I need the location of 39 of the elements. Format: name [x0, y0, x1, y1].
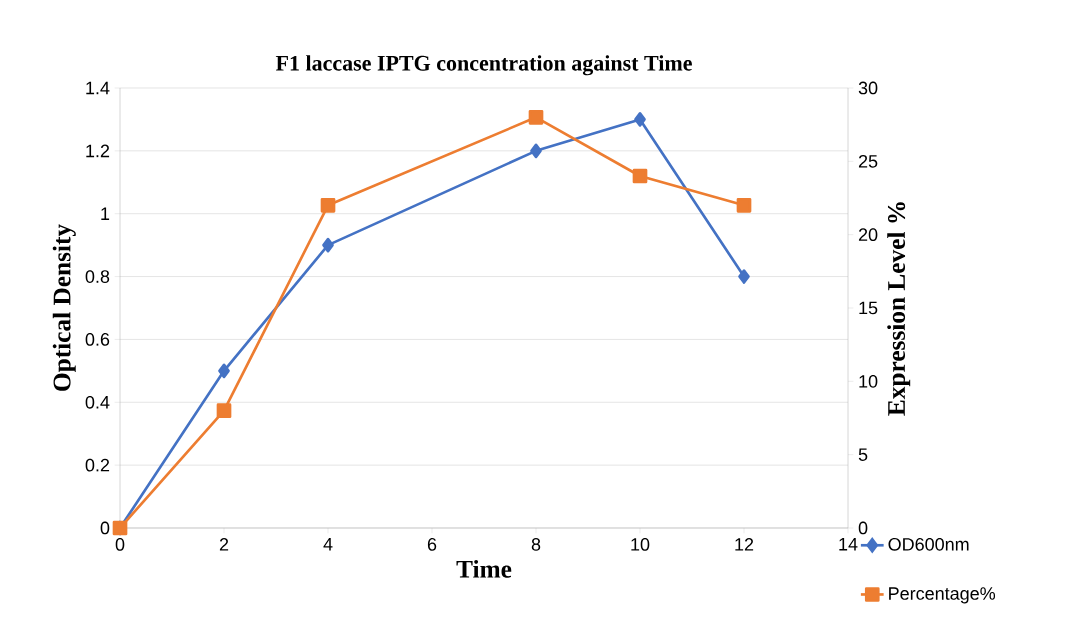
point	[216, 403, 232, 418]
point	[218, 363, 230, 379]
y2-tick-label: 20	[858, 228, 878, 242]
y-axis-title: Optical Density	[52, 224, 76, 391]
point	[322, 237, 334, 253]
y2-tick-label: 30	[858, 81, 878, 95]
y-tick-label: 1	[101, 207, 110, 220]
y2-tick-label: 25	[858, 154, 878, 168]
y-tick-label: 0.2	[85, 458, 110, 472]
y-tick-label: 0	[100, 521, 110, 535]
point	[530, 143, 542, 159]
x-tick-label: 4	[323, 538, 333, 551]
point	[528, 109, 544, 125]
y-tick-label: 0.6	[85, 333, 110, 346]
x-tick-label: 2	[219, 538, 229, 551]
y-tick-label: 0.8	[85, 270, 110, 283]
x-axis-title: Time	[456, 559, 512, 578]
y-tick-label: 0.4	[85, 395, 110, 409]
x-tick-label: 10	[631, 538, 650, 551]
x-tick-label: 12	[735, 538, 754, 551]
chart-title: F1 laccase IPTG concentration against Time	[275, 55, 692, 76]
x-tick-label: 6	[427, 538, 437, 551]
x-tick-label: 0	[115, 538, 125, 551]
y2-tick-label: 5	[858, 448, 868, 461]
point	[634, 112, 646, 127]
y2-tick-label: 15	[859, 301, 878, 315]
y2-tick-label: 0	[858, 521, 868, 535]
y2-axis-title: Expression Level %	[887, 202, 911, 416]
y-tick-label: 1.2	[86, 144, 110, 158]
point	[736, 197, 752, 213]
x-tick-label: 14	[839, 538, 858, 551]
legend-label: OD600nm	[888, 537, 969, 551]
point	[320, 197, 336, 213]
y2-tick-label: 10	[859, 374, 878, 388]
point	[632, 168, 648, 184]
legend-label: Percentage%	[889, 587, 996, 604]
x-tick-label: 8	[531, 538, 541, 551]
y-tick-label: 1.4	[86, 81, 110, 95]
point	[738, 269, 750, 284]
